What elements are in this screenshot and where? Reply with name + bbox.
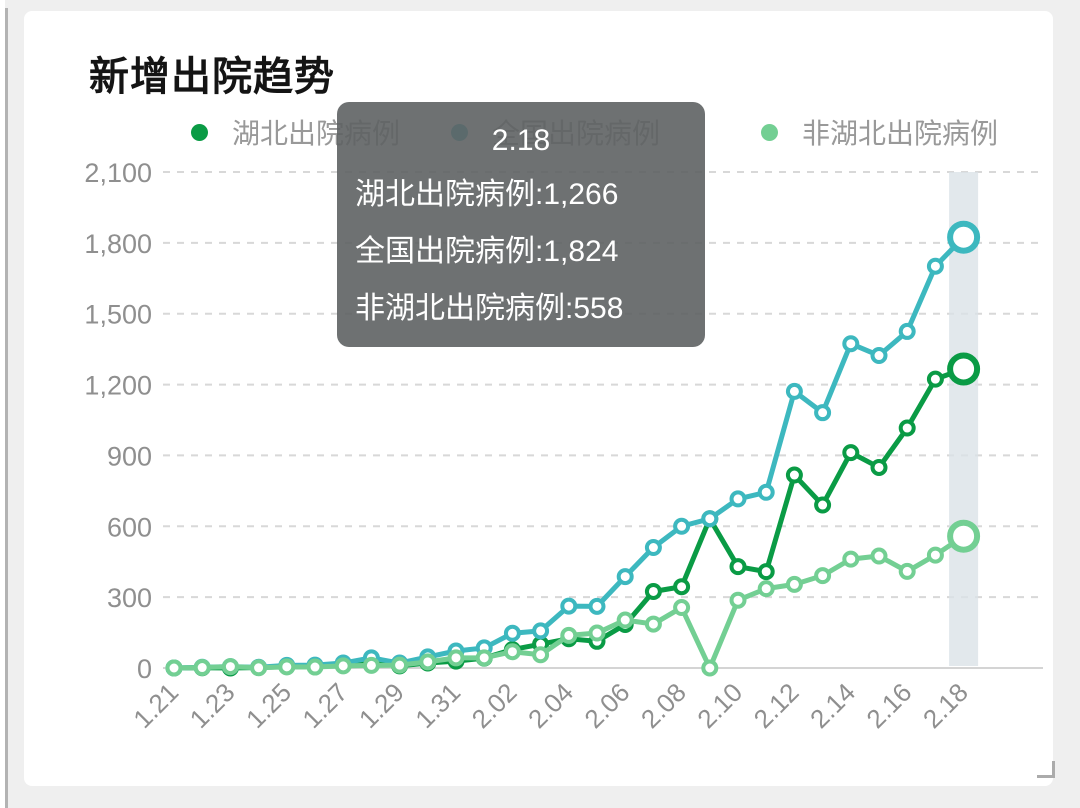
data-point[interactable] <box>560 597 578 615</box>
y-tick-label: 900 <box>107 441 152 471</box>
y-tick-label: 1,500 <box>84 300 152 330</box>
data-point[interactable] <box>870 347 888 365</box>
data-point[interactable] <box>475 649 493 667</box>
data-point[interactable] <box>785 575 803 593</box>
data-point[interactable] <box>419 653 437 671</box>
data-point[interactable] <box>532 622 550 640</box>
data-point[interactable] <box>926 370 944 388</box>
data-point[interactable] <box>842 550 860 568</box>
data-point[interactable] <box>701 659 719 677</box>
x-tick-label: 2.10 <box>691 677 748 734</box>
data-point[interactable] <box>757 563 775 581</box>
y-tick-label: 2,100 <box>84 158 152 188</box>
data-point[interactable] <box>757 483 775 501</box>
data-point[interactable] <box>926 257 944 275</box>
x-tick-label: 2.02 <box>466 677 523 734</box>
data-point[interactable] <box>588 624 606 642</box>
x-tick-label: 1.31 <box>409 677 466 734</box>
y-tick-label: 300 <box>107 583 152 613</box>
resize-corner-icon[interactable] <box>1037 761 1055 778</box>
data-point[interactable] <box>334 657 352 675</box>
legend-label: 非湖北出院病例 <box>802 118 999 149</box>
data-point-emphasis[interactable] <box>947 352 981 386</box>
data-point[interactable] <box>221 658 239 676</box>
data-point[interactable] <box>503 643 521 661</box>
data-point[interactable] <box>870 547 888 565</box>
data-point[interactable] <box>785 382 803 400</box>
tooltip-line: 全国出院病例:1,824 <box>355 235 619 268</box>
data-point[interactable] <box>560 626 578 644</box>
data-point[interactable] <box>391 656 409 674</box>
x-tick-label: 1.29 <box>353 677 410 734</box>
data-point[interactable] <box>673 599 691 617</box>
legend-dot-non-hubei <box>761 123 778 141</box>
data-point[interactable] <box>278 658 296 676</box>
x-tick-label: 1.21 <box>127 677 184 734</box>
data-point[interactable] <box>701 510 719 528</box>
data-point[interactable] <box>644 582 662 600</box>
data-point[interactable] <box>729 490 747 508</box>
data-point-emphasis[interactable] <box>947 519 981 553</box>
y-tick-label: 600 <box>107 512 152 542</box>
data-point[interactable] <box>165 659 183 677</box>
x-tick-label: 2.18 <box>917 677 974 734</box>
y-tick-label: 1,800 <box>84 229 152 259</box>
data-point[interactable] <box>503 624 521 642</box>
data-point[interactable] <box>616 611 634 629</box>
x-tick-label: 1.25 <box>240 677 297 734</box>
series-line[interactable] <box>171 366 967 671</box>
data-point[interactable] <box>644 539 662 557</box>
data-point[interactable] <box>898 419 916 437</box>
x-tick-label: 2.06 <box>578 677 635 734</box>
x-tick-label: 2.08 <box>635 677 692 734</box>
x-tick-label: 1.23 <box>184 677 241 734</box>
chart-title: 新增出院趋势 <box>89 55 335 99</box>
data-point[interactable] <box>532 646 550 664</box>
x-tick-label: 2.14 <box>804 677 861 734</box>
tooltip-line: 非湖北出院病例:558 <box>355 292 624 325</box>
data-point[interactable] <box>757 580 775 598</box>
data-point[interactable] <box>306 658 324 676</box>
page-left-edge <box>0 0 5 808</box>
x-tick-label: 2.12 <box>748 677 805 734</box>
data-point[interactable] <box>842 444 860 462</box>
data-point[interactable] <box>926 546 944 564</box>
data-point[interactable] <box>616 568 634 586</box>
data-point[interactable] <box>814 404 832 422</box>
data-point[interactable] <box>898 322 916 340</box>
data-point[interactable] <box>814 567 832 585</box>
data-point[interactable] <box>644 615 662 633</box>
tooltip-line: 湖北出院病例:1,266 <box>355 178 619 211</box>
data-point-emphasis[interactable] <box>947 220 981 254</box>
chart-tooltip: 2.18 湖北出院病例:1,266 全国出院病例:1,824 非湖北出院病例:558 <box>337 102 705 347</box>
data-point[interactable] <box>729 558 747 576</box>
tooltip-date: 2.18 <box>491 124 551 157</box>
data-point[interactable] <box>588 597 606 615</box>
data-point[interactable] <box>870 458 888 476</box>
data-point[interactable] <box>898 562 916 580</box>
x-tick-label: 2.04 <box>522 677 579 734</box>
legend-dot-hubei <box>191 123 208 141</box>
data-point[interactable] <box>362 656 380 674</box>
x-tick-label: 2.16 <box>860 677 917 734</box>
data-point[interactable] <box>447 649 465 667</box>
y-tick-label: 1,200 <box>84 371 152 401</box>
y-tick-label: 0 <box>137 654 152 684</box>
highlight-band <box>949 172 979 666</box>
scrollbar[interactable] <box>5 8 8 808</box>
legend-item-non-hubei[interactable]: 非湖北出院病例 <box>761 112 998 152</box>
data-point[interactable] <box>193 659 211 677</box>
data-point[interactable] <box>250 659 268 677</box>
data-point[interactable] <box>842 335 860 353</box>
data-point[interactable] <box>785 466 803 484</box>
data-point[interactable] <box>673 578 691 596</box>
data-point[interactable] <box>814 496 832 514</box>
x-tick-label: 1.27 <box>296 677 353 734</box>
data-point[interactable] <box>729 591 747 609</box>
data-point[interactable] <box>673 517 691 535</box>
